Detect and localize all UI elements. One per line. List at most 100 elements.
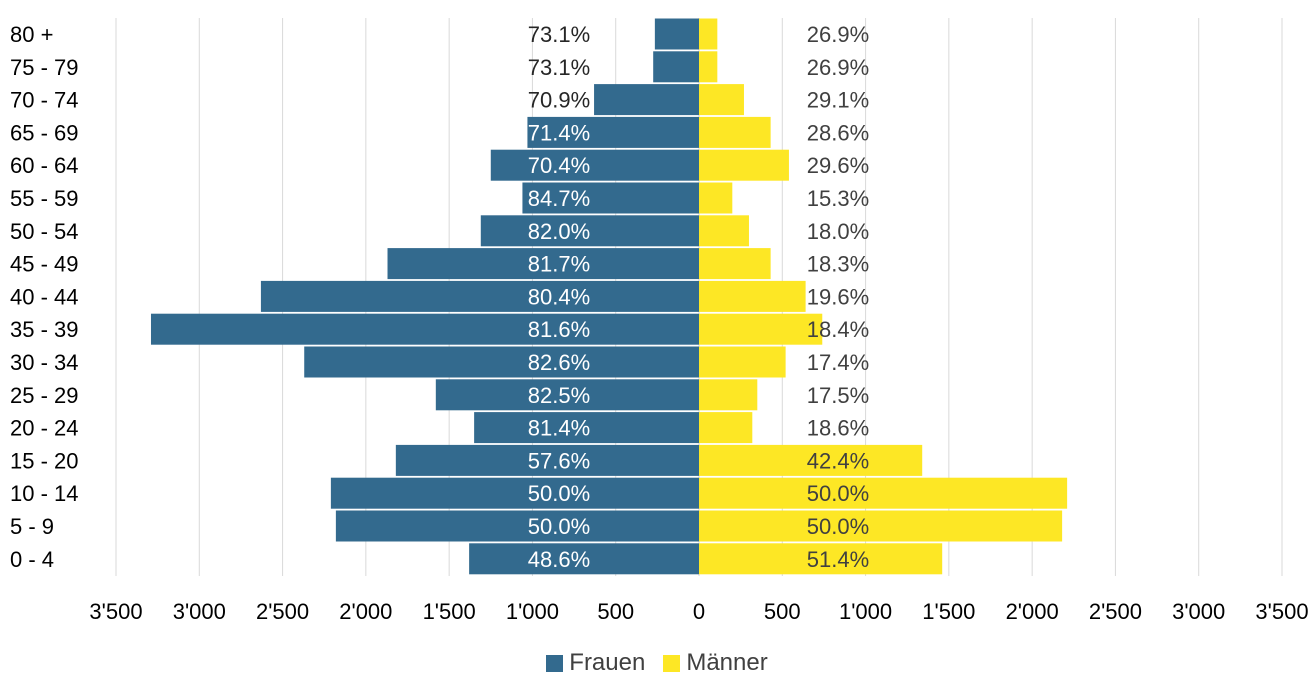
category-label: 5 - 9 xyxy=(10,514,54,539)
x-tick-label: 1'000 xyxy=(839,599,892,624)
category-label: 40 - 44 xyxy=(10,284,79,309)
bar-maenner xyxy=(699,215,749,247)
category-label: 0 - 4 xyxy=(10,547,54,572)
category-label: 75 - 79 xyxy=(10,55,79,80)
category-label: 10 - 14 xyxy=(10,481,79,506)
bar-frauen xyxy=(653,51,699,83)
x-tick-label: 500 xyxy=(764,599,801,624)
bar-maenner xyxy=(699,248,771,280)
percent-label-frauen: 82.5% xyxy=(528,383,590,408)
percent-label-frauen: 70.9% xyxy=(528,88,590,113)
percent-label-frauen: 80.4% xyxy=(528,284,590,309)
x-tick-label: 2'000 xyxy=(339,599,392,624)
percent-label-maenner: 26.9% xyxy=(807,22,869,47)
category-label: 70 - 74 xyxy=(10,88,79,113)
bar-maenner xyxy=(699,18,718,50)
category-label: 35 - 39 xyxy=(10,317,79,342)
category-label: 80 + xyxy=(10,22,53,47)
legend-item-maenner[interactable]: Männer xyxy=(663,649,768,677)
legend-swatch-frauen xyxy=(546,654,564,672)
bar-frauen xyxy=(594,84,699,116)
percent-label-frauen: 84.7% xyxy=(528,186,590,211)
percent-label-maenner: 29.1% xyxy=(807,88,869,113)
percent-label-maenner: 42.4% xyxy=(807,448,869,473)
percent-label-frauen: 50.0% xyxy=(528,514,590,539)
percent-label-maenner: 18.6% xyxy=(807,416,869,441)
bar-frauen xyxy=(395,444,699,476)
category-label: 25 - 29 xyxy=(10,383,79,408)
bar-frauen xyxy=(480,215,699,247)
bar-frauen xyxy=(330,477,699,509)
percent-label-frauen: 71.4% xyxy=(528,120,590,145)
bar-maenner xyxy=(699,412,753,444)
x-tick-label: 2'500 xyxy=(256,599,309,624)
x-tick-label: 3'500 xyxy=(1255,599,1308,624)
bar-frauen xyxy=(474,412,699,444)
percent-label-frauen: 48.6% xyxy=(528,547,590,572)
bar-maenner xyxy=(699,444,923,476)
bar-maenner xyxy=(699,510,1063,542)
percent-label-maenner: 26.9% xyxy=(807,55,869,80)
x-axis: 3'500 3'000 2'500 2'000 1'500 1'000 500 0 500 1'0… xyxy=(89,599,1308,624)
percent-labels: 73.1% 26.9% 73.1% 26.9% 70.9% 29.1% 71.4% 28.6%… xyxy=(528,22,869,572)
percent-label-frauen: 73.1% xyxy=(528,55,590,80)
legend-item-frauen[interactable]: Frauen xyxy=(546,649,645,677)
percent-label-maenner: 19.6% xyxy=(807,284,869,309)
bar-maenner xyxy=(699,543,943,575)
percent-label-frauen: 81.4% xyxy=(528,416,590,441)
percent-label-frauen: 70.4% xyxy=(528,153,590,178)
bar-maenner xyxy=(699,313,823,345)
percent-label-frauen: 73.1% xyxy=(528,22,590,47)
bar-maenner xyxy=(699,182,733,214)
category-label: 65 - 69 xyxy=(10,120,79,145)
bar-frauen xyxy=(260,280,699,312)
percent-label-frauen: 50.0% xyxy=(528,481,590,506)
population-pyramid-chart: 73.1% 26.9% 73.1% 26.9% 70.9% 29.1% 71.4% 28.6%… xyxy=(10,18,1309,624)
percent-label-maenner: 50.0% xyxy=(807,514,869,539)
legend-label-frauen: Frauen xyxy=(569,649,646,676)
bar-frauen xyxy=(335,510,699,542)
category-label: 20 - 24 xyxy=(10,416,79,441)
percent-label-frauen: 57.6% xyxy=(528,448,590,473)
legend: Frauen Männer xyxy=(0,649,1314,677)
x-tick-label: 2'000 xyxy=(1006,599,1059,624)
bar-frauen xyxy=(469,543,699,575)
bar-maenner xyxy=(699,116,771,148)
percent-label-frauen: 82.0% xyxy=(528,219,590,244)
legend-label-maenner: Männer xyxy=(686,649,768,676)
x-tick-label: 3'000 xyxy=(173,599,226,624)
percent-label-maenner: 50.0% xyxy=(807,481,869,506)
percent-label-maenner: 18.0% xyxy=(807,219,869,244)
bar-maenner xyxy=(699,477,1068,509)
bar-maenner xyxy=(699,379,758,411)
bar-maenner xyxy=(699,346,786,378)
x-tick-label: 3'000 xyxy=(1172,599,1225,624)
bar-frauen xyxy=(527,116,699,148)
x-tick-label: 1'000 xyxy=(506,599,559,624)
x-tick-label: 1'500 xyxy=(423,599,476,624)
category-label: 55 - 59 xyxy=(10,186,79,211)
percent-label-maenner: 28.6% xyxy=(807,120,869,145)
bar-frauen xyxy=(304,346,699,378)
category-label: 30 - 34 xyxy=(10,350,79,375)
category-label: 45 - 49 xyxy=(10,252,79,277)
x-tick-label: 3'500 xyxy=(89,599,142,624)
category-label: 50 - 54 xyxy=(10,219,79,244)
percent-label-maenner: 17.4% xyxy=(807,350,869,375)
bar-frauen xyxy=(150,313,700,345)
category-axis: 80 + 75 - 79 70 - 74 65 - 69 60 - 64 55 - 59 5… xyxy=(10,22,79,572)
bar-maenner xyxy=(699,51,718,83)
percent-label-maenner: 51.4% xyxy=(807,547,869,572)
percent-label-frauen: 81.6% xyxy=(528,317,590,342)
bar-frauen xyxy=(387,248,699,280)
category-label: 15 - 20 xyxy=(10,448,79,473)
bar-frauen xyxy=(435,379,699,411)
x-tick-label: 0 xyxy=(693,599,705,624)
bar-maenner xyxy=(699,84,744,116)
x-tick-label: 1'500 xyxy=(922,599,975,624)
percent-label-maenner: 15.3% xyxy=(807,186,869,211)
bar-frauen xyxy=(522,182,699,214)
percent-label-maenner: 18.3% xyxy=(807,252,869,277)
percent-label-maenner: 18.4% xyxy=(807,317,869,342)
category-label: 60 - 64 xyxy=(10,153,79,178)
